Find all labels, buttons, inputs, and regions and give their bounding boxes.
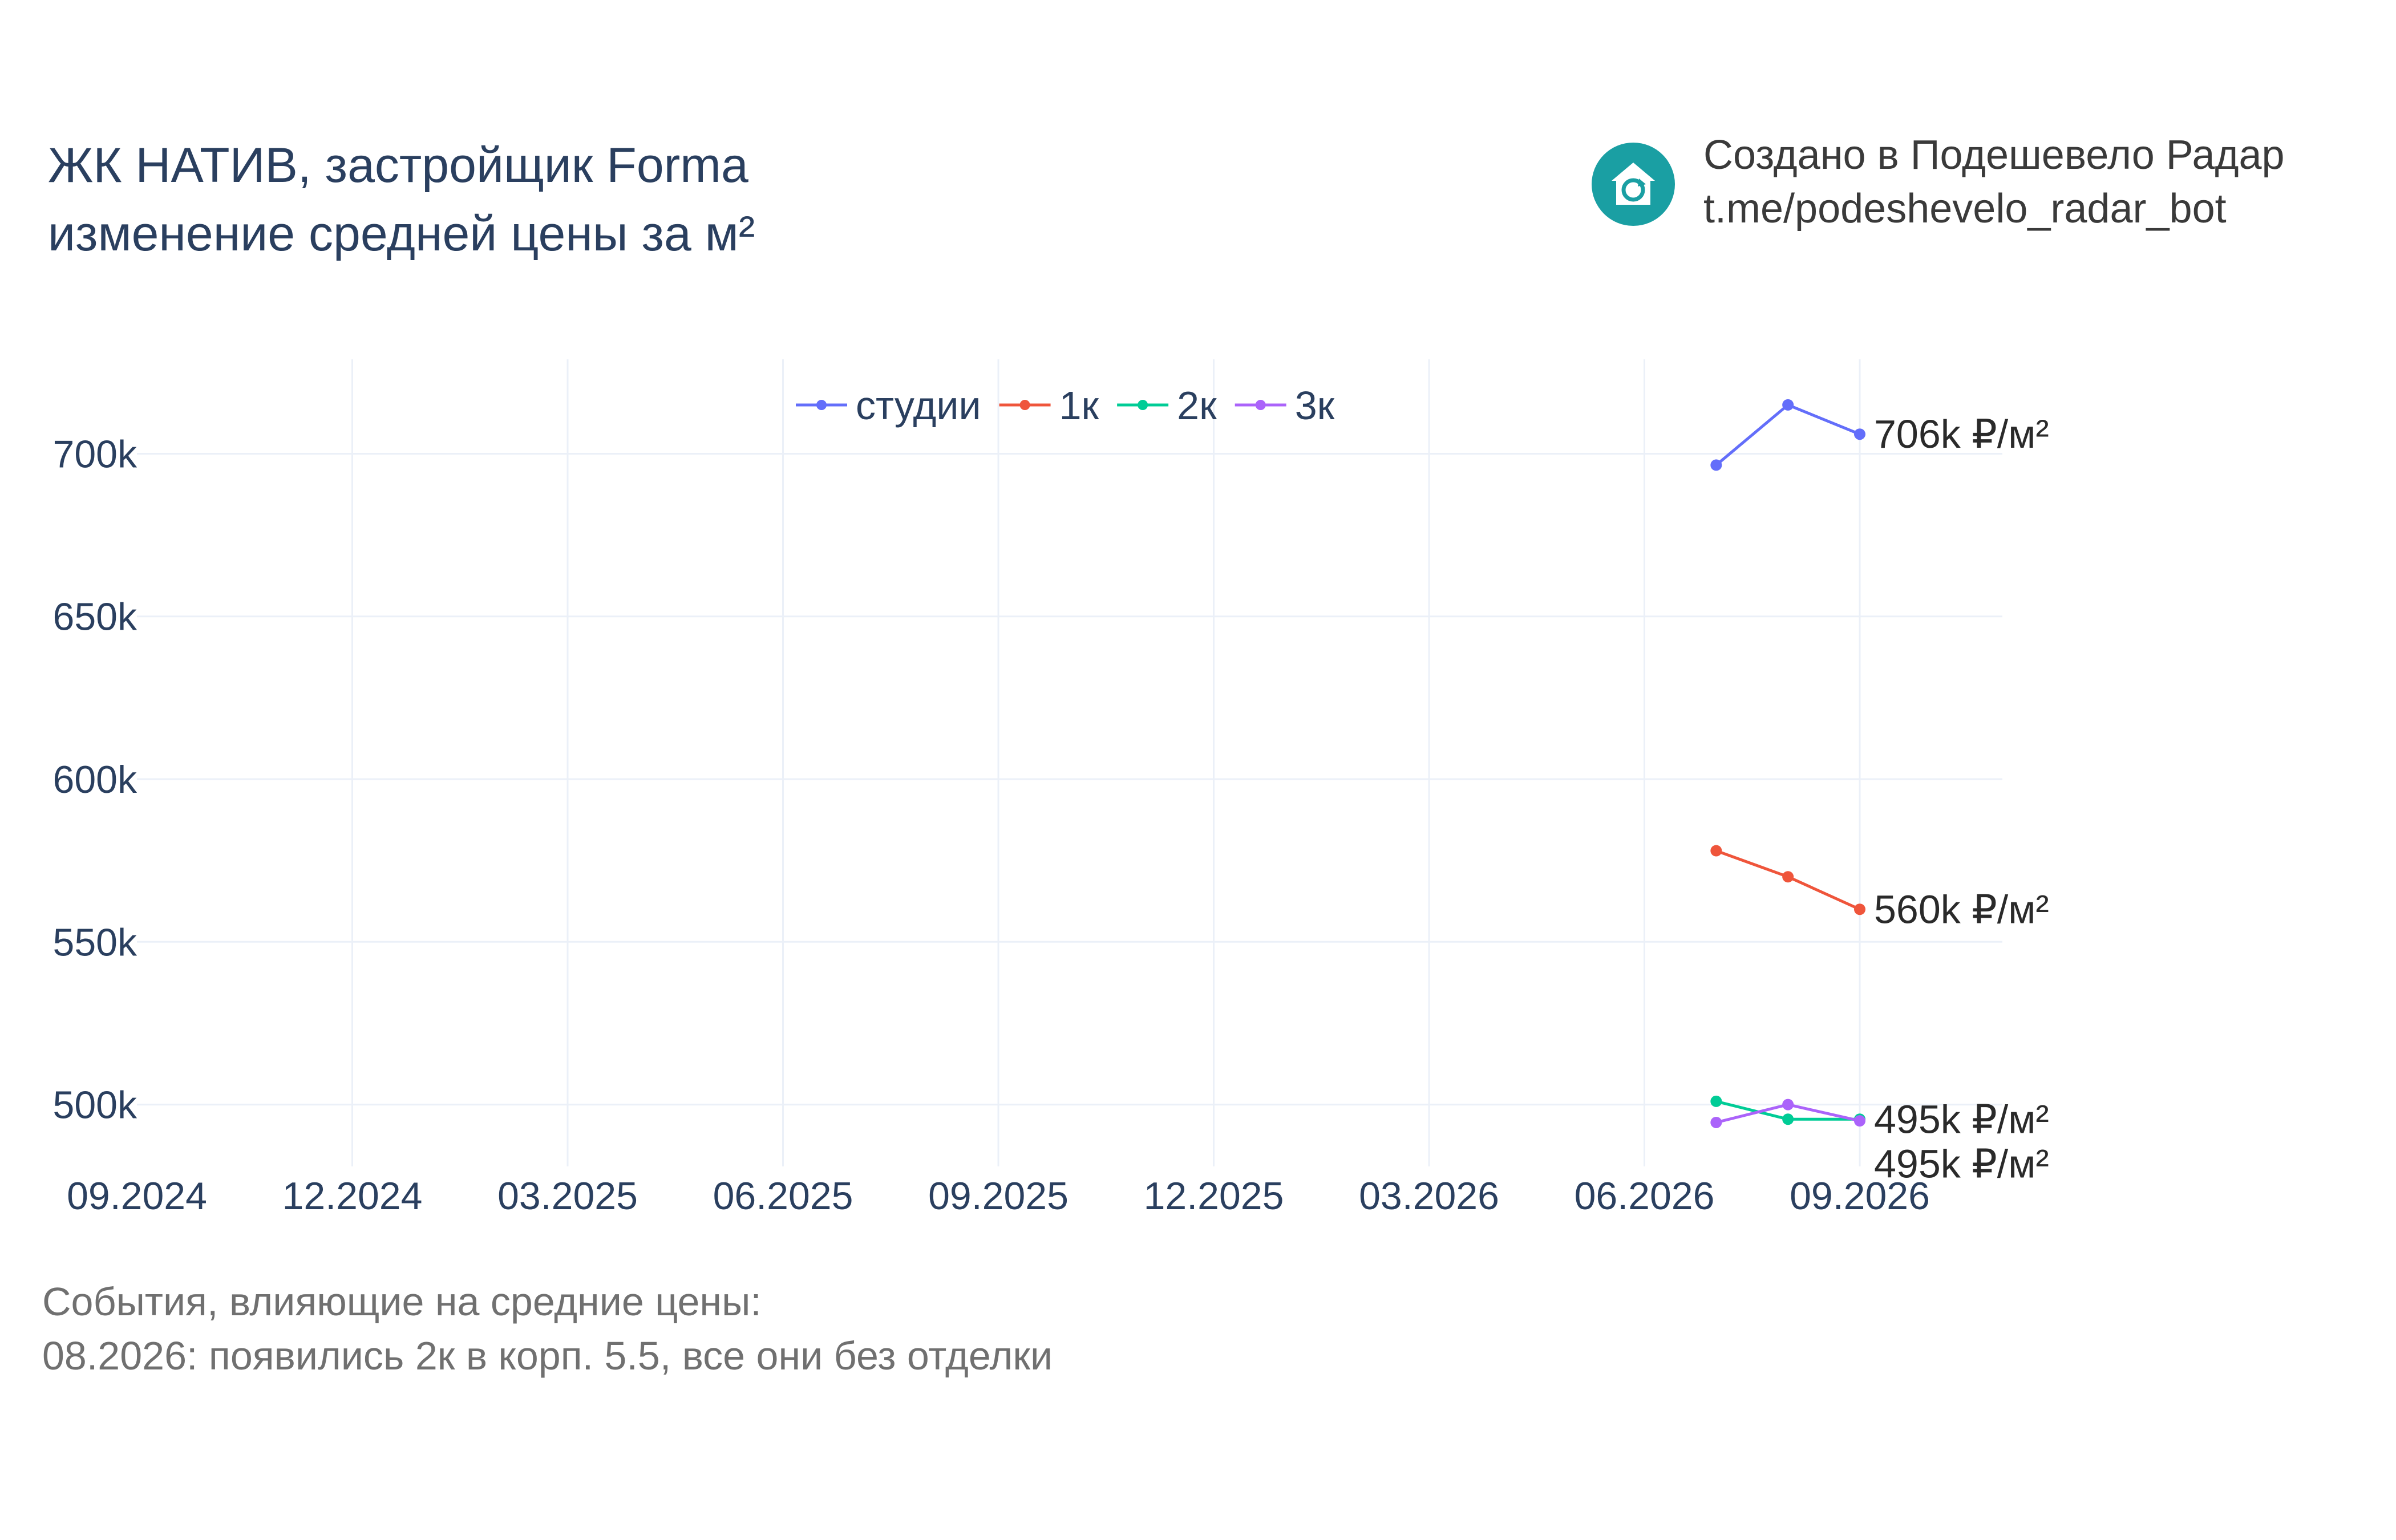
x-tick-label: 12.2024 [282, 1174, 423, 1218]
data-point [1710, 459, 1722, 471]
brand-link[interactable]: t.me/podeshevelo_radar_bot [1703, 186, 2227, 232]
events-heading: События, влияющие на средние цены: [42, 1279, 762, 1324]
legend-label: 1к [1059, 383, 1099, 428]
x-tick-label: 03.2026 [1359, 1174, 1499, 1218]
data-point [1710, 1095, 1722, 1107]
end-value-label: 560k ₽/м² [1874, 887, 2049, 931]
axis-ticks: 09.2024 12.2024 03.2025 06.2025 09.2025 12.20… [53, 432, 1930, 1218]
data-point [1782, 1113, 1794, 1125]
y-tick-label: 500k [53, 1084, 137, 1127]
legend-label: студии [856, 383, 981, 428]
data-point [1710, 1116, 1722, 1128]
data-point [1854, 1115, 1865, 1127]
legend-marker [1255, 400, 1266, 410]
data-point [1854, 428, 1865, 440]
title-line-2: изменение средней цены за м² [48, 206, 755, 261]
data-point [1854, 903, 1865, 915]
event-item: 08.2026: появились 2к в корп. 5.5, все о… [42, 1334, 1053, 1378]
data-point [1782, 871, 1794, 883]
series-lines [1710, 399, 1865, 1128]
legend-label: 2к [1177, 383, 1217, 428]
end-value-label: 495k ₽/м² [1874, 1097, 2049, 1141]
y-tick-label: 550k [53, 921, 137, 964]
y-tick-label: 650k [53, 595, 137, 639]
x-tick-label: 03.2025 [497, 1174, 638, 1218]
data-point [1782, 399, 1794, 411]
title-line-1: ЖК НАТИВ, застройщик Forma [48, 138, 748, 193]
end-value-label: 706k ₽/м² [1874, 412, 2049, 456]
x-tick-label: 06.2025 [713, 1174, 853, 1218]
grid-lines [137, 359, 2002, 1166]
series-line-1 [1715, 403, 1860, 467]
x-tick-label: 06.2026 [1575, 1174, 1715, 1218]
data-point [1782, 1099, 1794, 1111]
events-note: События, влияющие на средние цены: 08.20… [42, 1275, 1053, 1383]
x-tick-label: 09.2026 [1790, 1174, 1930, 1218]
legend-marker [816, 400, 827, 410]
brand-line-1: Создано в Подешевело Радар [1703, 132, 2285, 178]
x-tick-label: 09.2024 [67, 1174, 207, 1218]
legend-marker [1138, 400, 1148, 410]
legend-marker [1019, 400, 1030, 410]
legend: студии 1к 2к 3к [796, 383, 1335, 428]
x-tick-label: 12.2025 [1144, 1174, 1284, 1218]
chart-title: ЖК НАТИВ, застройщик Forma изменение сре… [48, 131, 755, 268]
y-tick-label: 600k [53, 758, 137, 801]
house-refresh-icon [1592, 143, 1675, 226]
end-value-label: 495k ₽/м² [1874, 1141, 2049, 1186]
y-tick-label: 700k [53, 432, 137, 476]
legend-label: 3к [1295, 383, 1335, 428]
data-point [1710, 845, 1722, 857]
brand-block[interactable]: Создано в Подешевело Радар t.me/podeshev… [1592, 128, 2285, 236]
x-tick-label: 09.2025 [928, 1174, 1069, 1218]
